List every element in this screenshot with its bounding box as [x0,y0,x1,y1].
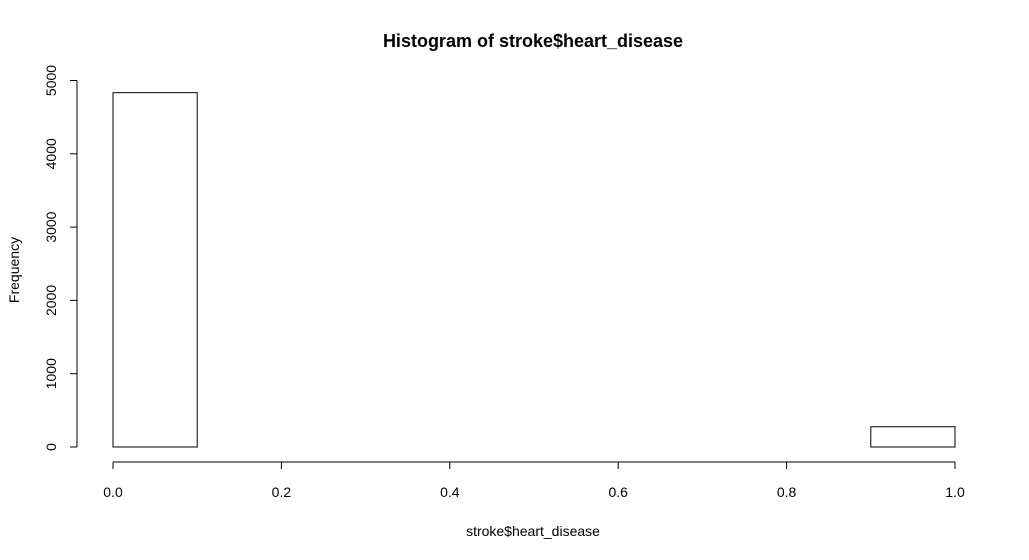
x-tick-label: 1.0 [945,484,965,500]
x-axis: 0.0 0.2 0.4 0.6 0.8 1.0 [103,461,965,500]
histogram-bar [870,426,956,448]
histogram-bars [112,92,956,448]
x-tick-label: 0.2 [272,484,292,500]
x-tick-label: 0.6 [608,484,628,500]
x-tick-label: 0.0 [103,484,123,500]
x-axis-title: stroke$heart_disease [466,523,600,539]
y-tick-label: 5000 [43,65,59,96]
histogram-bar [112,92,198,448]
x-tick-label: 0.8 [777,484,797,500]
y-tick-label: 0 [43,443,59,451]
x-tick-label: 0.4 [440,484,460,500]
y-tick-label: 2000 [43,285,59,316]
y-axis-title: Frequency [6,237,22,303]
y-tick-label: 3000 [43,211,59,242]
y-tick-label: 4000 [43,138,59,169]
y-axis: 0 1000 2000 3000 4000 5000 [43,65,78,451]
y-tick-label: 1000 [43,358,59,389]
chart-title: Histogram of stroke$heart_disease [383,31,683,51]
